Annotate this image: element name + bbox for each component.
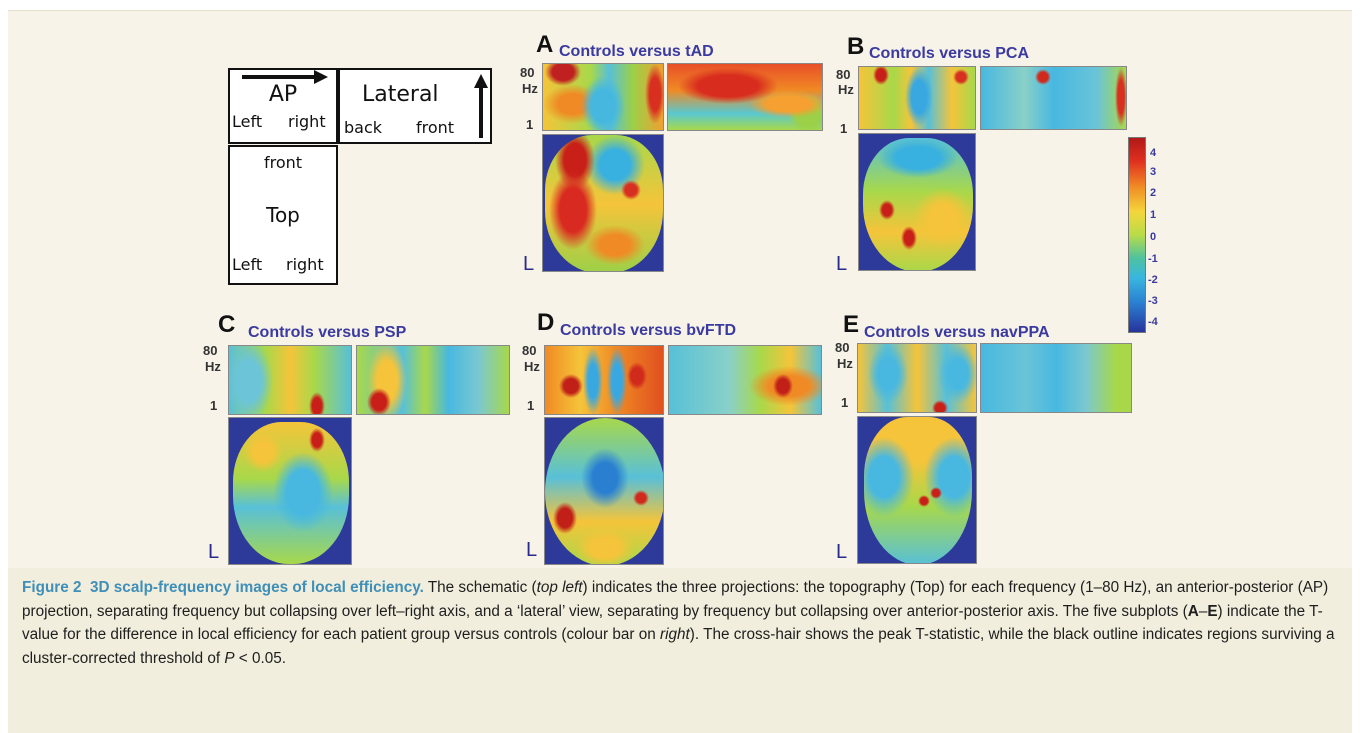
panel-a-side-label: L [523, 253, 535, 275]
panel-a-ybottom: 1 [526, 117, 534, 132]
schematic-top-box: front Top Left right [228, 145, 338, 285]
schematic-top-right: right [286, 255, 324, 274]
caption-text-5: < 0.05. [234, 649, 287, 667]
caption-bold-a: A [1187, 602, 1199, 620]
colorbar-tick-neg4: -4 [1148, 316, 1158, 328]
panel-b-ybottom: 1 [840, 121, 848, 136]
panel-e-yunit: Hz [837, 356, 853, 371]
panel-c-top-map [228, 417, 352, 565]
schematic-top-front: front [263, 153, 303, 172]
colorbar-tick-neg3: -3 [1148, 295, 1158, 307]
panel-a-yunit: Hz [522, 81, 538, 96]
panel-e-top-map [857, 416, 977, 564]
panel-c-lateral-map [356, 345, 510, 415]
panel-c-ytop: 80 [203, 343, 218, 358]
panel-a-title: Controls versus tAD [559, 43, 714, 60]
schematic-lateral-back: back [344, 118, 383, 137]
panel-e-side-label: L [836, 541, 848, 563]
schematic-ap-left: Left [232, 112, 263, 131]
panel-e-head [864, 417, 972, 563]
panel-b-ytop: 80 [836, 67, 851, 82]
colorbar-tick-neg2: -2 [1148, 274, 1158, 286]
panel-a-letter: A [536, 31, 554, 58]
panel-a-lateral-map [667, 63, 823, 131]
ap-arrow-head [314, 70, 328, 84]
panel-e-ap-map [857, 343, 977, 413]
panel-d-side-label: L [526, 539, 538, 561]
caption-bold-e: E [1207, 602, 1218, 620]
panel-c-title: Controls versus PSP [248, 324, 407, 341]
panel-b-lateral-map [980, 66, 1127, 130]
colorbar-tick-neg1: -1 [1148, 253, 1158, 265]
schematic-lateral-label: Lateral [362, 82, 439, 107]
colorbar-tick-2: 2 [1150, 187, 1157, 199]
panel-d-ytop: 80 [522, 343, 537, 358]
panel-b-title: Controls versus PCA [869, 45, 1030, 62]
schematic-ap-right: right [288, 112, 326, 131]
panel-e-lateral-map [980, 343, 1132, 413]
panel-a-top-map [542, 134, 664, 272]
colorbar-tick-1: 1 [1150, 209, 1157, 221]
panel-b-ap-map [858, 66, 976, 130]
caption-em-1: top left [536, 579, 583, 596]
panel-c-head [233, 422, 349, 564]
caption-text-1: The schematic ( [427, 579, 537, 596]
colorbar [1128, 137, 1146, 333]
panel-a-head [545, 135, 663, 271]
schematic-top-left: Left [232, 255, 263, 274]
panel-c-letter: C [218, 311, 236, 338]
panel-d-ybottom: 1 [527, 398, 535, 413]
panel-c-yunit: Hz [205, 359, 221, 374]
panel-d-letter: D [537, 309, 555, 336]
panel-b-yunit: Hz [838, 82, 854, 97]
panel-d-title: Controls versus bvFTD [560, 322, 737, 339]
caption-label: Figure 2 [22, 579, 82, 596]
caption-em-3: P [224, 649, 235, 667]
caption-text-2: ) indicates the three projections: the t… [22, 579, 1329, 620]
lateral-arrow-head [474, 74, 488, 88]
panel-e-title: Controls versus navPPA [864, 324, 1050, 341]
figure-caption: Figure 2 3D scalp-frequency images of lo… [22, 576, 1342, 670]
panel-e-ybottom: 1 [841, 395, 849, 410]
panel-e-ytop: 80 [835, 340, 850, 355]
schematic-ap-box: AP Left right [228, 68, 338, 144]
lateral-arrow [479, 88, 483, 138]
schematic-lateral-front: front [416, 118, 455, 137]
panel-d-lateral-map [668, 345, 822, 415]
panel-b-head [863, 138, 973, 270]
caption-em-2: right [660, 626, 690, 644]
colorbar-tick-3: 3 [1150, 166, 1157, 178]
panel-c-ap-map [228, 345, 352, 415]
panel-d-ap-map [544, 345, 664, 415]
caption-area: Figure 2 3D scalp-frequency images of lo… [8, 568, 1352, 733]
colorbar-tick-0: 0 [1150, 231, 1157, 243]
caption-dash: – [1198, 602, 1208, 620]
panel-c-ybottom: 1 [210, 398, 218, 413]
panel-a-ytop: 80 [520, 65, 535, 80]
panel-b-top-map [858, 133, 976, 271]
panel-d-top-map [544, 417, 664, 565]
ap-arrow [242, 75, 314, 79]
panel-b-letter: B [847, 33, 865, 60]
panel-b-side-label: L [836, 253, 848, 275]
panel-c-side-label: L [208, 541, 220, 563]
panel-d-head [545, 418, 663, 564]
panel-a-ap-map [542, 63, 664, 131]
schematic-ap-label: AP [268, 82, 298, 107]
caption-title: 3D scalp-frequency images of local effic… [90, 579, 424, 596]
colorbar-tick-4: 4 [1150, 147, 1157, 159]
caption-text-4: ). The cross-hair shows the peak T-stati… [22, 626, 1335, 667]
panel-e-letter: E [843, 311, 860, 338]
caption-text-3: ) indicate the T-value for the differenc… [22, 602, 1323, 644]
schematic-lateral-box: Lateral back front [338, 68, 492, 144]
schematic-top-label: Top [266, 203, 300, 227]
panel-d-yunit: Hz [524, 359, 540, 374]
